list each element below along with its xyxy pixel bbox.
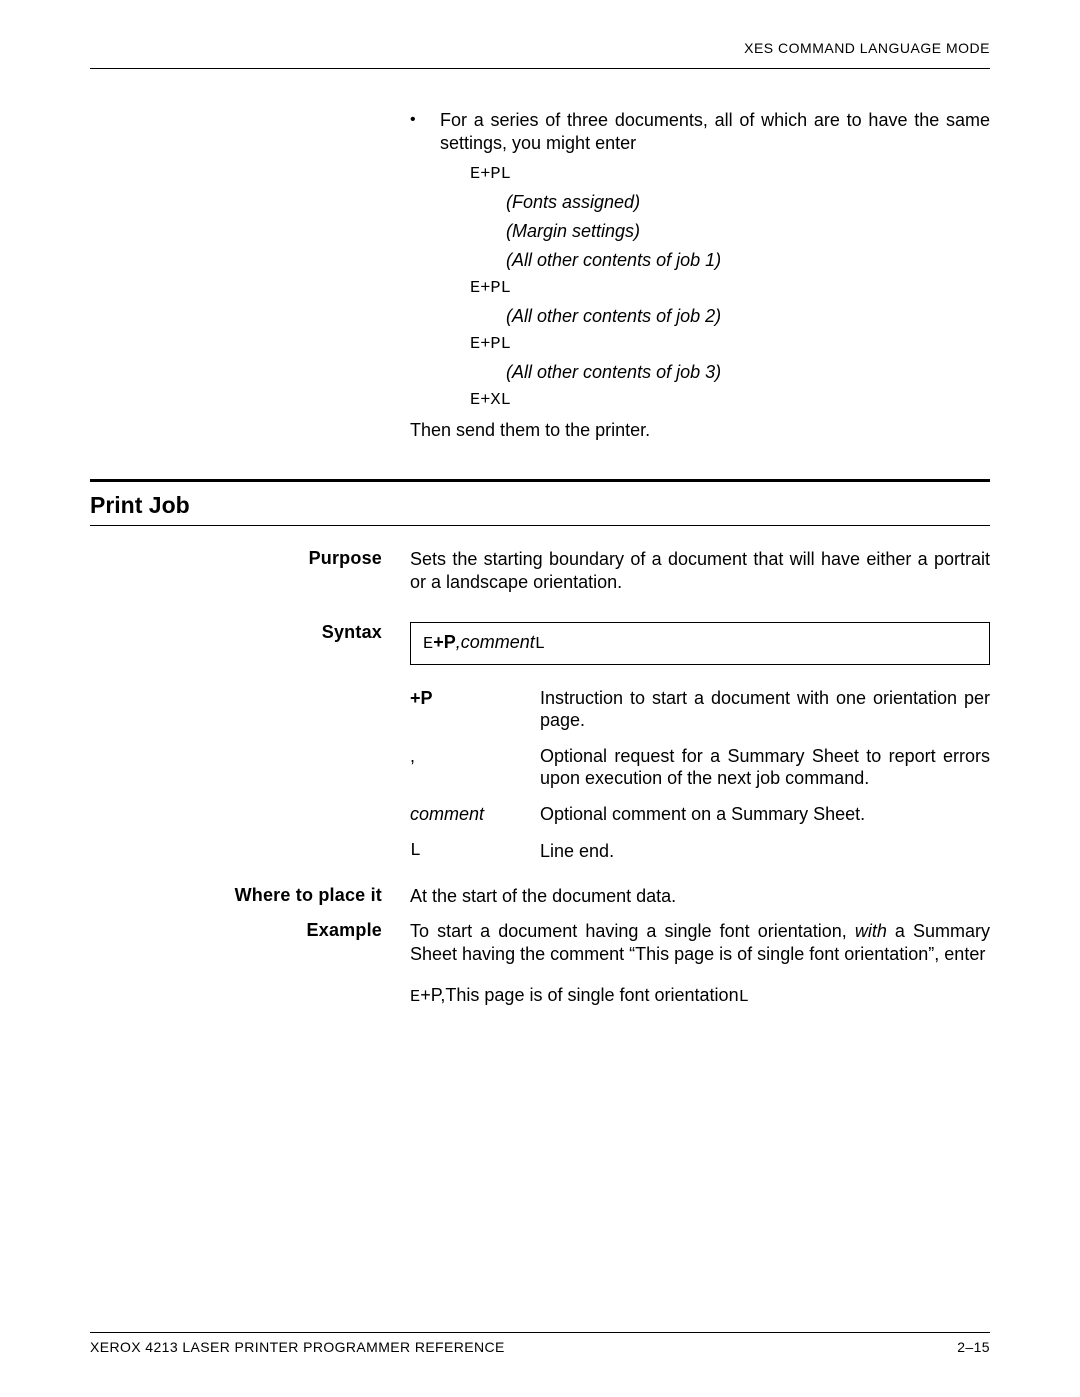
example-pre: To start a document having a single font… xyxy=(410,921,855,941)
page-footer: XEROX 4213 LASER PRINTER PROGRAMMER REFE… xyxy=(90,1332,990,1355)
code-line: E+PL xyxy=(470,335,990,354)
parameter-key: +P xyxy=(410,687,540,731)
example-code-E: E xyxy=(410,988,420,1007)
parameter-table: +PInstruction to start a document with o… xyxy=(410,687,990,863)
section-rule-bottom xyxy=(90,525,990,526)
purpose-text: Sets the starting boundary of a document… xyxy=(410,548,990,594)
footer-left: XEROX 4213 LASER PRINTER PROGRAMMER REFE… xyxy=(90,1339,505,1355)
section-rule-top xyxy=(90,479,990,482)
parameter-desc: Instruction to start a document with one… xyxy=(540,687,990,731)
example-code-mid: +P,This page is of single font orientati… xyxy=(420,985,738,1005)
purpose-row: Purpose Sets the starting boundary of a … xyxy=(90,548,990,594)
example-label: Example xyxy=(90,920,410,1009)
closing-sentence: Then send them to the printer. xyxy=(410,420,990,441)
syntax-comment: ,comment xyxy=(456,632,535,652)
syntax-row: Syntax E+P,commentL +PInstruction to sta… xyxy=(90,622,990,877)
parameter-desc: Line end. xyxy=(540,840,990,863)
parameter-row: +PInstruction to start a document with o… xyxy=(410,687,990,731)
parameter-key: L xyxy=(410,840,540,863)
parameter-row: LLine end. xyxy=(410,840,990,863)
code-comment: (All other contents of job 1) xyxy=(506,250,990,271)
example-with: with xyxy=(855,921,887,941)
header-right: XES COMMAND LANGUAGE MODE xyxy=(90,40,990,56)
code-comment: (All other contents of job 2) xyxy=(506,306,990,327)
example-row: Example To start a document having a sin… xyxy=(90,920,990,1009)
parameter-row: commentOptional comment on a Summary She… xyxy=(410,803,990,826)
parameter-desc: Optional request for a Summary Sheet to … xyxy=(540,745,990,789)
syntax-box: E+P,commentL xyxy=(410,622,990,665)
code-comment: (All other contents of job 3) xyxy=(506,362,990,383)
where-label: Where to place it xyxy=(90,885,410,908)
footer-rule xyxy=(90,1332,990,1333)
code-comment: (Fonts assigned) xyxy=(506,192,990,213)
syntax-L: L xyxy=(535,635,545,654)
bullet-item: • For a series of three documents, all o… xyxy=(410,109,990,155)
bullet-text: For a series of three documents, all of … xyxy=(440,109,990,155)
code-example-block: E+PL (Fonts assigned) (Margin settings) … xyxy=(470,165,990,410)
parameter-row: ,Optional request for a Summary Sheet to… xyxy=(410,745,990,789)
where-row: Where to place it At the start of the do… xyxy=(90,885,990,908)
syntax-plusP: +P xyxy=(433,632,456,652)
syntax-label: Syntax xyxy=(90,622,410,877)
header-rule xyxy=(90,68,990,69)
code-line: E+PL xyxy=(470,165,990,184)
code-comment: (Margin settings) xyxy=(506,221,990,242)
bullet-dot-icon: • xyxy=(410,109,440,155)
example-code-L: L xyxy=(739,988,749,1007)
example-text: To start a document having a single font… xyxy=(410,920,990,1009)
footer-right: 2–15 xyxy=(957,1339,990,1355)
where-text: At the start of the document data. xyxy=(410,885,990,908)
parameter-key: , xyxy=(410,745,540,789)
code-line: E+XL xyxy=(470,391,990,410)
parameter-desc: Optional comment on a Summary Sheet. xyxy=(540,803,990,826)
syntax-E: E xyxy=(423,635,433,654)
purpose-label: Purpose xyxy=(90,548,410,594)
example-code: E+P,This page is of single font orientat… xyxy=(410,984,990,1009)
code-line: E+PL xyxy=(470,279,990,298)
parameter-key: comment xyxy=(410,803,540,826)
section-title: Print Job xyxy=(90,492,990,519)
